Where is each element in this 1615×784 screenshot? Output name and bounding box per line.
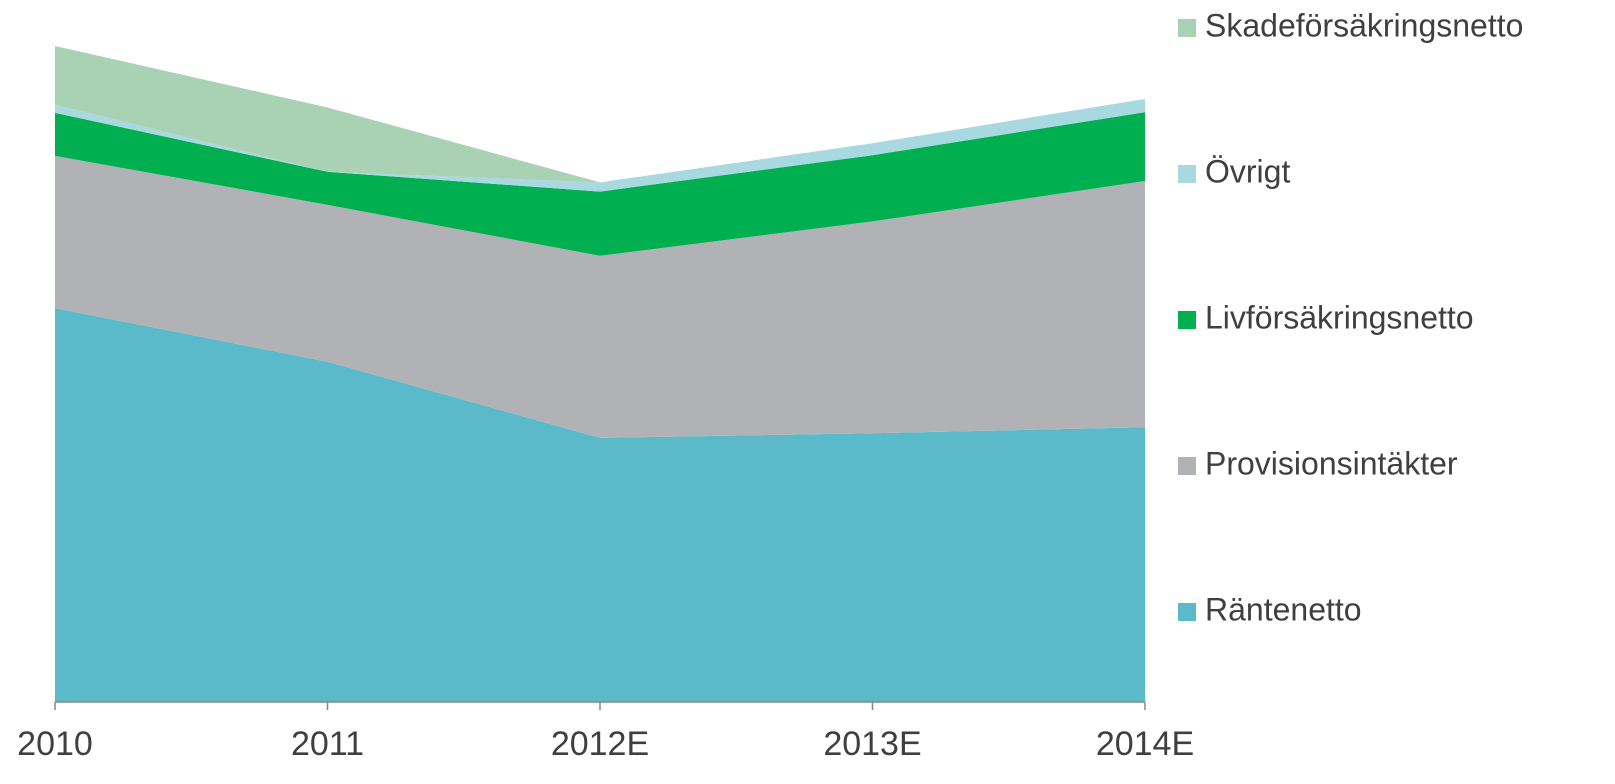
x-tick-label: 2014E bbox=[1096, 725, 1194, 763]
area bbox=[55, 308, 1145, 702]
x-tick-label: 2011 bbox=[291, 725, 364, 763]
legend-label: Räntenetto bbox=[1205, 591, 1362, 627]
legend-label: Skadeförsäkringsnetto bbox=[1205, 7, 1523, 43]
legend-swatch bbox=[1178, 457, 1196, 475]
area bbox=[55, 155, 1145, 438]
legend-swatch bbox=[1178, 19, 1196, 37]
area bbox=[55, 45, 1145, 183]
legend-label: Övrigt bbox=[1205, 153, 1290, 189]
legend-swatch bbox=[1178, 311, 1196, 329]
legend-swatch bbox=[1178, 603, 1196, 621]
area bbox=[55, 98, 1145, 192]
area bbox=[55, 112, 1145, 256]
x-tick-label: 2010 bbox=[17, 725, 93, 763]
legend-label: Livförsäkringsnetto bbox=[1205, 299, 1474, 335]
x-tick-label: 2012E bbox=[551, 725, 649, 763]
legend-label: Provisionsintäkter bbox=[1205, 445, 1458, 481]
legend-swatch bbox=[1178, 165, 1196, 183]
x-tick-label: 2013E bbox=[823, 725, 921, 763]
